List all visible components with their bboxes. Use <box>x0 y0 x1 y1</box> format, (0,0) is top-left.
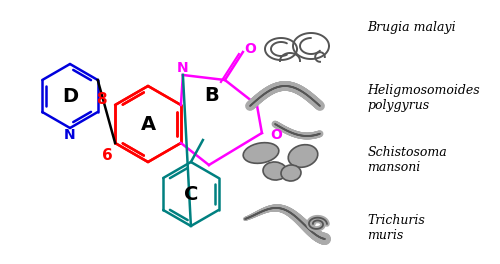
Text: B: B <box>204 86 220 105</box>
Text: C: C <box>184 185 198 204</box>
Text: N: N <box>64 128 76 142</box>
Ellipse shape <box>263 162 287 180</box>
Text: N: N <box>177 61 188 75</box>
Ellipse shape <box>281 165 301 181</box>
Text: Heligmosomoides
polygyrus: Heligmosomoides polygyrus <box>368 84 480 112</box>
Text: Brugia malayi: Brugia malayi <box>368 21 456 34</box>
Text: D: D <box>62 87 78 106</box>
Text: O: O <box>244 42 256 56</box>
Text: O: O <box>270 128 282 142</box>
Text: Trichuris
muris: Trichuris muris <box>368 214 425 242</box>
Text: 6: 6 <box>102 148 112 163</box>
Ellipse shape <box>288 145 318 167</box>
Text: Schistosoma
mansoni: Schistosoma mansoni <box>368 146 448 174</box>
Ellipse shape <box>243 143 279 163</box>
Text: 8: 8 <box>96 92 106 107</box>
Text: A: A <box>140 115 156 134</box>
